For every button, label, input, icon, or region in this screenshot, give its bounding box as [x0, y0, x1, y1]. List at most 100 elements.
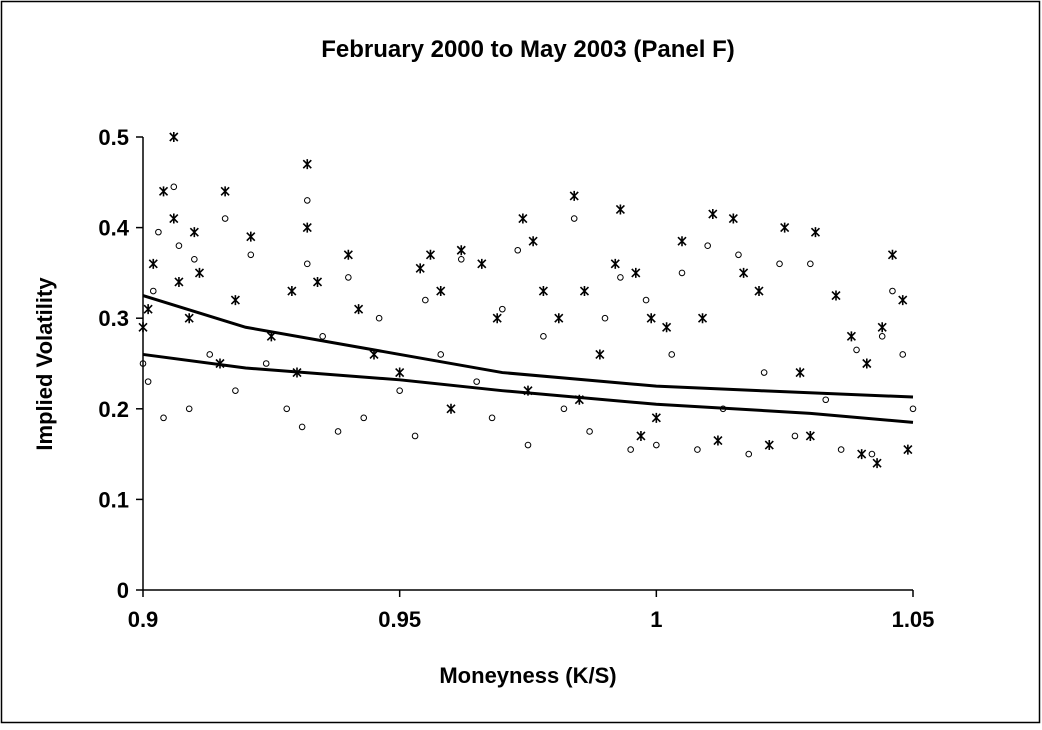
point: [807, 260, 814, 268]
point: [477, 258, 487, 269]
point: [862, 358, 872, 369]
point: [668, 351, 676, 358]
point: [653, 441, 660, 449]
point: [220, 186, 230, 197]
point: [889, 287, 896, 295]
point: [601, 314, 609, 322]
x-axis-label: Moneyness (K/S): [439, 663, 616, 688]
point: [411, 432, 419, 440]
point: [287, 286, 297, 297]
point: [396, 387, 403, 394]
point: [191, 256, 198, 263]
point: [144, 378, 152, 385]
point: [795, 367, 805, 378]
point: [579, 286, 590, 297]
point: [791, 432, 799, 440]
point: [713, 435, 723, 446]
point: [395, 367, 405, 378]
point: [499, 305, 506, 313]
point: [677, 236, 687, 247]
point: [446, 403, 456, 414]
point: [334, 428, 342, 435]
point: [735, 251, 742, 259]
point: [754, 286, 764, 297]
point: [697, 313, 708, 324]
point: [343, 249, 353, 260]
point: [642, 296, 650, 304]
point: [528, 236, 538, 247]
point: [678, 269, 686, 277]
point: [436, 286, 446, 297]
point: [540, 333, 547, 340]
point: [143, 304, 153, 315]
point: [636, 430, 646, 441]
point: [138, 322, 148, 333]
point: [230, 295, 240, 306]
point: [158, 186, 169, 197]
y-tick-label: 0.1: [98, 487, 129, 512]
point: [514, 246, 522, 254]
point: [853, 346, 860, 354]
point: [745, 450, 753, 458]
point: [810, 227, 821, 238]
point: [524, 441, 532, 449]
point: [898, 295, 908, 306]
point: [615, 204, 625, 215]
point: [283, 405, 291, 413]
point: [708, 209, 718, 220]
y-tick-label: 0: [117, 578, 129, 603]
point: [354, 304, 364, 315]
point: [169, 132, 179, 142]
point: [627, 446, 634, 453]
point: [194, 267, 205, 278]
point: [319, 333, 326, 340]
point: [822, 396, 830, 404]
trend-line: [142, 352, 914, 424]
point: [360, 414, 368, 422]
x-tick-label: 1: [650, 607, 662, 632]
y-tick-label: 0.5: [98, 125, 129, 150]
point: [149, 287, 157, 295]
point: [776, 260, 783, 268]
point: [375, 314, 383, 322]
point: [739, 267, 749, 278]
point: [425, 249, 436, 260]
point: [569, 190, 579, 201]
point: [662, 322, 672, 333]
point: [492, 313, 502, 324]
point: [805, 430, 815, 441]
point: [887, 249, 898, 260]
y-axis-label: Implied Volatility: [32, 277, 57, 451]
point: [298, 423, 306, 431]
point: [554, 313, 564, 324]
point: [415, 263, 425, 274]
point: [846, 331, 856, 342]
point: [170, 183, 178, 191]
point: [232, 387, 239, 394]
x-tick-label: 1.05: [892, 607, 935, 632]
point: [595, 349, 605, 360]
point: [221, 215, 229, 222]
point: [872, 458, 882, 469]
point: [586, 428, 593, 435]
point: [903, 444, 913, 455]
point: [247, 251, 255, 259]
point: [780, 222, 790, 233]
point: [303, 260, 311, 268]
y-tick-label: 0.2: [98, 397, 129, 422]
point: [312, 276, 323, 287]
point: [899, 351, 907, 358]
point: [538, 286, 548, 297]
point: [877, 322, 887, 333]
point: [184, 313, 194, 324]
point: [174, 276, 184, 287]
point: [169, 213, 179, 224]
point: [728, 213, 738, 224]
point: [909, 405, 917, 413]
point: [262, 360, 270, 367]
point: [303, 197, 311, 204]
point: [246, 231, 256, 242]
x-tick-label: 0.95: [378, 607, 421, 632]
point: [139, 360, 147, 367]
